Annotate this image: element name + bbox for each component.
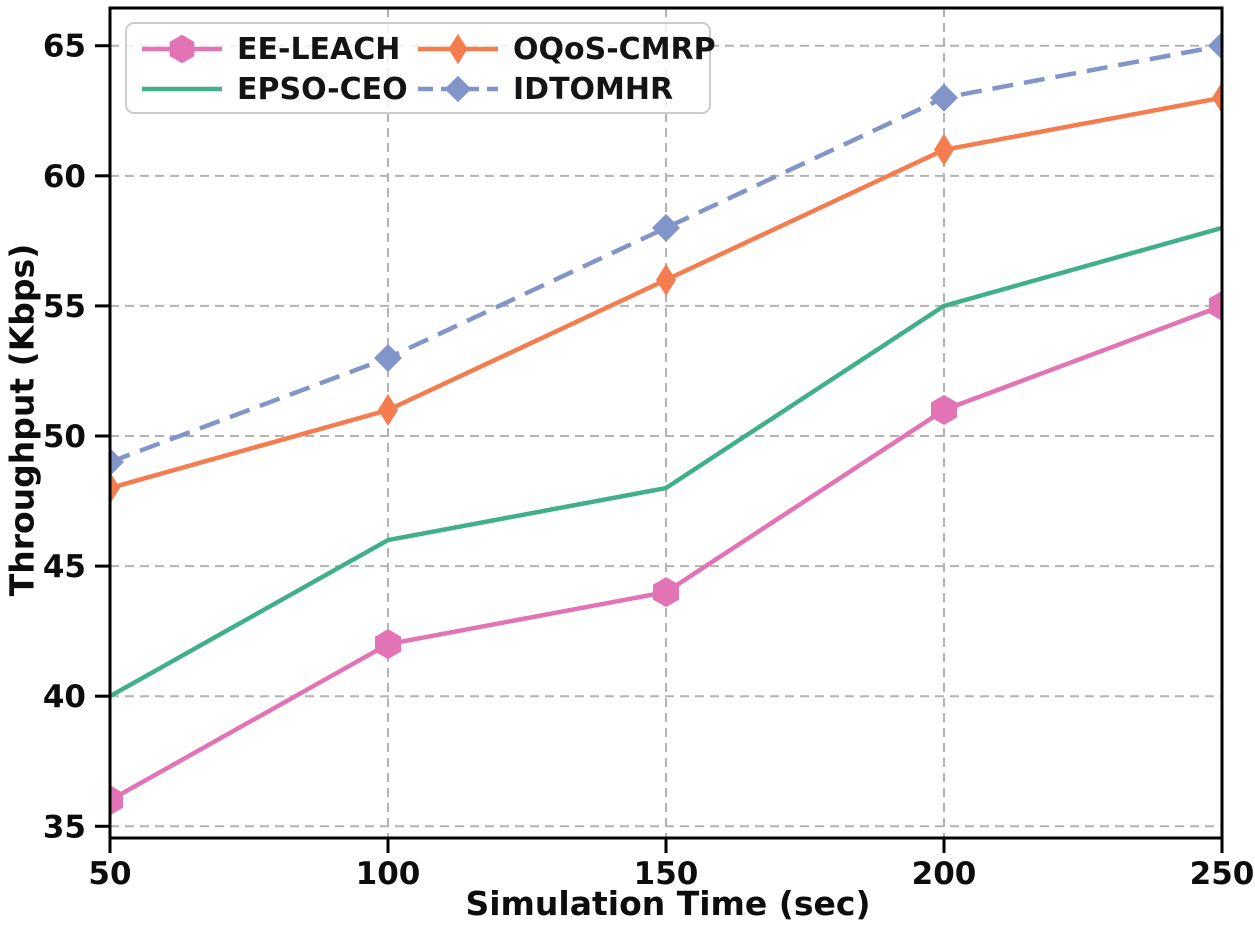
svg-text:45: 45 [43,549,86,585]
gridlines [109,8,1223,838]
legend-item-ee-leach: EE-LEACH [139,29,415,69]
svg-text:50: 50 [88,856,131,892]
legend-label-ee-leach: EE-LEACH [237,31,401,67]
svg-text:250: 250 [1190,856,1255,892]
idtomhr-line-marker-icon [418,75,498,103]
legend-item-epso-ceo: EPSO-CEO [139,69,415,109]
svg-text:40: 40 [43,679,86,715]
legend-label-idtomhr: IDTOMHR [513,71,674,107]
legend-label-epso-ceo: EPSO-CEO [237,71,408,107]
legend-label-oqos-cmrp: OQoS-CMRP [513,31,716,67]
tick-marks [95,44,1224,853]
x-axis-label: Simulation Time (sec) [465,884,871,923]
ee-leach-line-marker-icon [142,34,222,64]
epso-ceo-line-icon [142,86,222,92]
svg-text:60: 60 [43,159,86,195]
svg-text:100: 100 [356,856,421,892]
legend-item-idtomhr: IDTOMHR [415,69,716,109]
series-lines [110,31,1222,816]
legend-item-oqos-cmrp: OQoS-CMRP [415,29,716,69]
svg-text:35: 35 [43,809,86,845]
legend: EE-LEACH OQoS-CMRP EPSO-CEO IDTOMHR [125,22,716,114]
svg-text:55: 55 [43,289,86,325]
svg-text:200: 200 [912,856,977,892]
svg-text:150: 150 [634,856,699,892]
oqos-cmrp-line-marker-icon [418,33,498,65]
svg-text:50: 50 [43,419,86,455]
y-axis-label: Throughput (Kbps) [2,243,42,597]
tick-labels: 50 100 150 200 250 35 40 45 50 55 60 65 [43,29,1255,892]
svg-text:65: 65 [43,29,86,65]
